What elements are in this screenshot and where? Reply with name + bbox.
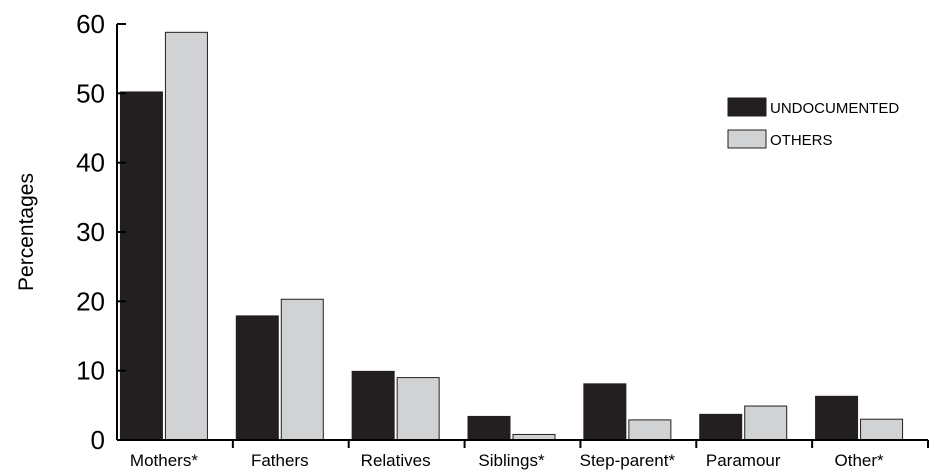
x-tick-label-siblings: Siblings* [478, 451, 545, 470]
legend-label-others: OTHERS [770, 132, 833, 149]
bar-others-step-parent [628, 419, 672, 441]
bars-group [119, 31, 904, 441]
y-tick-label-30: 30 [76, 217, 105, 247]
x-tick-label-relatives: Relatives [361, 451, 431, 470]
y-tick-label-10: 10 [76, 356, 105, 386]
legend: UNDOCUMENTED OTHERS [727, 97, 899, 149]
x-tick-label-step-parent: Step-parent* [580, 451, 676, 470]
axes-group: 0 10 20 30 40 50 60 Mothers* Fathers Relatives Sib… [76, 9, 929, 470]
bar-undocumented-siblings [467, 415, 511, 441]
legend-swatch-undocumented [727, 97, 767, 117]
y-axis-title: Percentages [15, 173, 38, 291]
x-tick-label-fathers: Fathers [251, 451, 309, 470]
bar-undocumented-relatives [351, 370, 395, 441]
bar-others-mothers [164, 31, 208, 441]
bar-others-other [860, 418, 904, 441]
bar-undocumented-other [815, 395, 859, 441]
x-tick-label-paramour: Paramour [706, 451, 781, 470]
bar-others-fathers [280, 298, 324, 441]
bar-undocumented-paramour [699, 413, 743, 441]
x-tick-label-mothers: Mothers* [130, 451, 198, 470]
bar-undocumented-fathers [235, 315, 279, 441]
y-tick-label-0: 0 [91, 425, 105, 455]
y-tick-label-60: 60 [76, 9, 105, 39]
bar-undocumented-step-parent [583, 383, 627, 441]
bar-others-relatives [396, 377, 440, 441]
legend-swatch-others [727, 129, 767, 149]
legend-label-undocumented: UNDOCUMENTED [770, 100, 899, 117]
y-tick-label-50: 50 [76, 78, 105, 108]
y-tick-label-40: 40 [76, 148, 105, 178]
y-tick-label-20: 20 [76, 286, 105, 316]
bar-undocumented-mothers [119, 91, 163, 441]
bar-others-paramour [744, 405, 788, 441]
x-tick-label-other: Other* [835, 451, 885, 470]
